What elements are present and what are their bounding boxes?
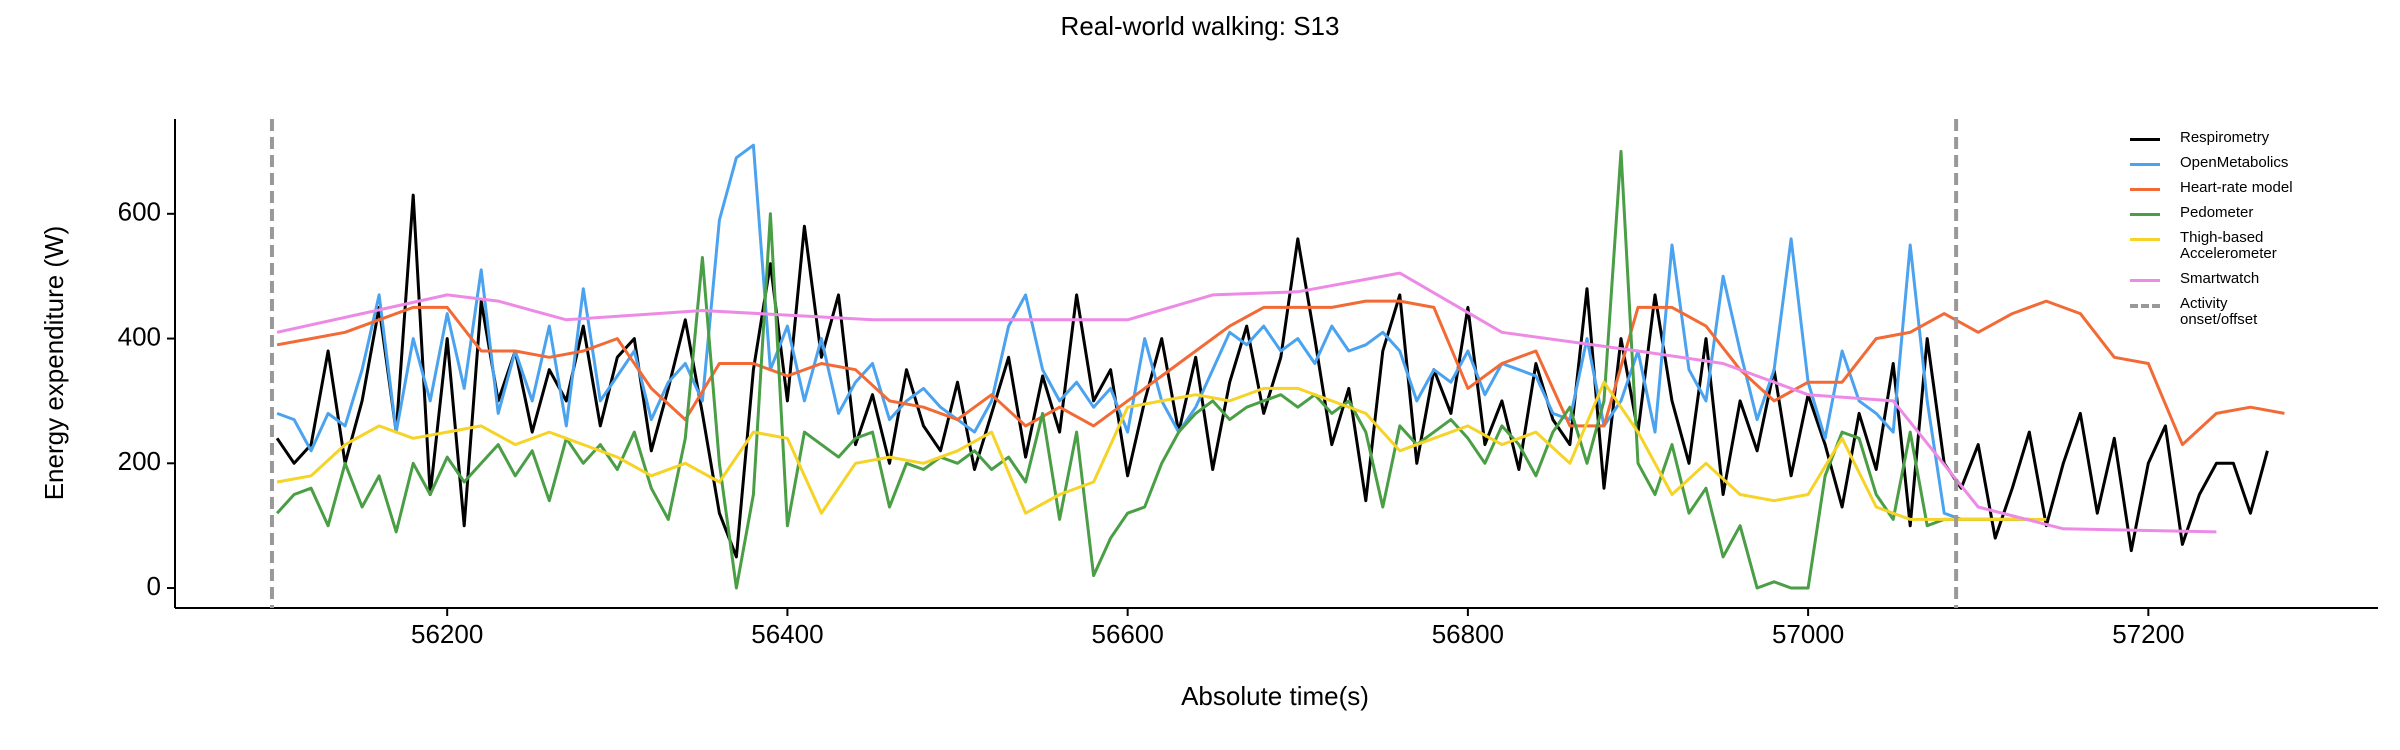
legend-entry: Pedometer [2130,205,2308,221]
series-line [276,299,2285,447]
legend-label: Respirometry [2180,129,2270,146]
chart-title: Real-world walking: S13 [1061,11,1340,41]
x-axis-label: Absolute time(s) [1181,681,1369,711]
series-line [275,149,2030,590]
legend-swatch [2130,304,2160,308]
legend-label: OpenMetabolics [2180,154,2289,171]
legend-label: Heart-rate model [2180,179,2293,196]
x-tick-label: 57200 [2112,619,2184,649]
legend-swatch [2130,238,2160,241]
series-line [275,193,2269,559]
legend-swatch [2130,279,2160,282]
y-tick-label: 0 [147,571,161,601]
x-tick-label: 57000 [1772,619,1844,649]
series-line [276,143,2030,521]
legend-entry: Smartwatch [2130,271,2308,287]
x-tick-label: 56200 [411,619,483,649]
y-tick-label: 400 [118,321,161,351]
legend-swatch [2130,188,2160,191]
legend-swatch [2130,138,2160,141]
legend-label: Smartwatch [2180,270,2260,287]
legend-entry: Activity onset/offset [2130,296,2308,328]
legend-swatch [2130,163,2160,166]
series-line [276,380,2047,521]
legend-entry: Thigh-based Accelerometer [2130,230,2308,262]
legend-swatch [2130,213,2160,216]
legend-label: Activity onset/offset [2180,295,2258,328]
y-axis-label: Energy expenditure (W) [39,226,69,501]
legend-entry: Heart-rate model [2130,180,2308,196]
y-tick-label: 200 [118,446,161,476]
legend: Respirometry OpenMetabolics Heart-rate mod… [2130,130,2308,337]
legend-entry: OpenMetabolics [2130,155,2308,171]
legend-label: Pedometer [2180,204,2254,221]
legend-entry: Respirometry [2130,130,2308,146]
x-tick-label: 56400 [751,619,823,649]
legend-label: Thigh-based Accelerometer [2180,229,2277,262]
series-line [276,271,2217,534]
x-tick-label: 56800 [1432,619,1504,649]
x-tick-label: 56600 [1091,619,1163,649]
y-tick-label: 600 [118,197,161,227]
